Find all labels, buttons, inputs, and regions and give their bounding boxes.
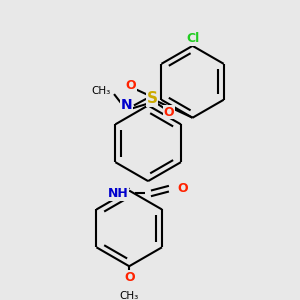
- Text: N: N: [121, 98, 132, 112]
- Text: O: O: [126, 79, 136, 92]
- Text: O: O: [164, 106, 174, 118]
- Text: CH₃: CH₃: [91, 86, 110, 96]
- Text: CH₃: CH₃: [120, 290, 139, 300]
- Text: NH: NH: [107, 187, 128, 200]
- Text: O: O: [124, 271, 134, 284]
- Text: O: O: [178, 182, 188, 195]
- Text: S: S: [146, 91, 158, 106]
- Text: Cl: Cl: [186, 32, 199, 45]
